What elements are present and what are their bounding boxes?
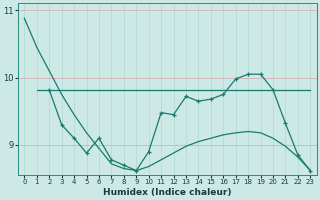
X-axis label: Humidex (Indice chaleur): Humidex (Indice chaleur) — [103, 188, 232, 197]
